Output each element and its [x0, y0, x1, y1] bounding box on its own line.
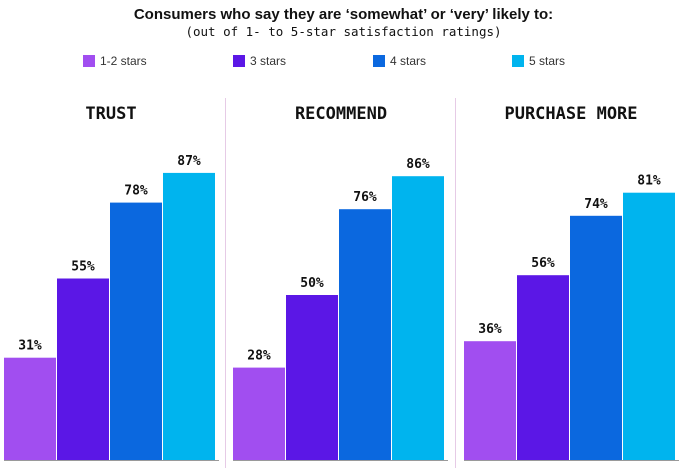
bar-value-label: 81% — [637, 174, 661, 189]
chart-title: Consumers who say they are ‘somewhat’ or… — [133, 6, 554, 23]
panel-title-trust: TRUST — [85, 104, 137, 124]
bar — [517, 275, 569, 460]
bar — [163, 172, 215, 460]
panel-divider — [455, 98, 456, 468]
bar — [464, 341, 516, 460]
baseline — [4, 460, 219, 461]
bar — [4, 357, 56, 460]
legend-label: 3 stars — [250, 54, 287, 68]
bar-value-label: 55% — [71, 260, 95, 275]
panel-divider — [225, 98, 226, 468]
bar-value-label: 78% — [124, 184, 148, 199]
bar-value-label: 50% — [300, 276, 324, 291]
legend-label: 4 stars — [390, 54, 427, 68]
bar-value-label: 36% — [478, 322, 502, 337]
panel-title-purchase-more: PURCHASE MORE — [504, 104, 638, 124]
chart-subtitle: (out of 1- to 5-star satisfaction rating… — [185, 24, 502, 39]
panel-title-recommend: RECOMMEND — [294, 104, 388, 124]
bar — [110, 202, 162, 460]
legend-swatch — [512, 55, 524, 67]
legend-swatch — [373, 55, 385, 67]
legend-swatch — [83, 55, 95, 67]
legend-label: 1-2 stars — [100, 54, 147, 68]
legend-item-4-stars: 4 stars — [373, 53, 426, 69]
bar-value-label: 28% — [247, 349, 271, 364]
bar-value-label: 31% — [18, 339, 42, 354]
bar — [339, 209, 391, 460]
bar — [57, 278, 109, 460]
bar-value-label: 86% — [406, 157, 430, 172]
bar — [623, 192, 675, 460]
legend-swatch — [233, 55, 245, 67]
legend-item-3-stars: 3 stars — [233, 53, 286, 69]
bar — [233, 367, 285, 460]
baseline — [464, 460, 679, 461]
bar — [570, 215, 622, 460]
bar-value-label: 87% — [177, 154, 201, 169]
baseline — [233, 460, 448, 461]
bar-value-label: 56% — [531, 256, 555, 271]
bar — [392, 176, 444, 460]
bar-value-label: 76% — [353, 190, 377, 205]
legend-label: 5 stars — [529, 54, 566, 68]
bar — [286, 295, 338, 460]
legend: 1-2 stars 3 stars 4 stars 5 stars — [0, 53, 687, 69]
legend-item-1-2-stars: 1-2 stars — [83, 53, 147, 69]
bar-value-label: 74% — [584, 197, 608, 212]
legend-item-5-stars: 5 stars — [512, 53, 565, 69]
